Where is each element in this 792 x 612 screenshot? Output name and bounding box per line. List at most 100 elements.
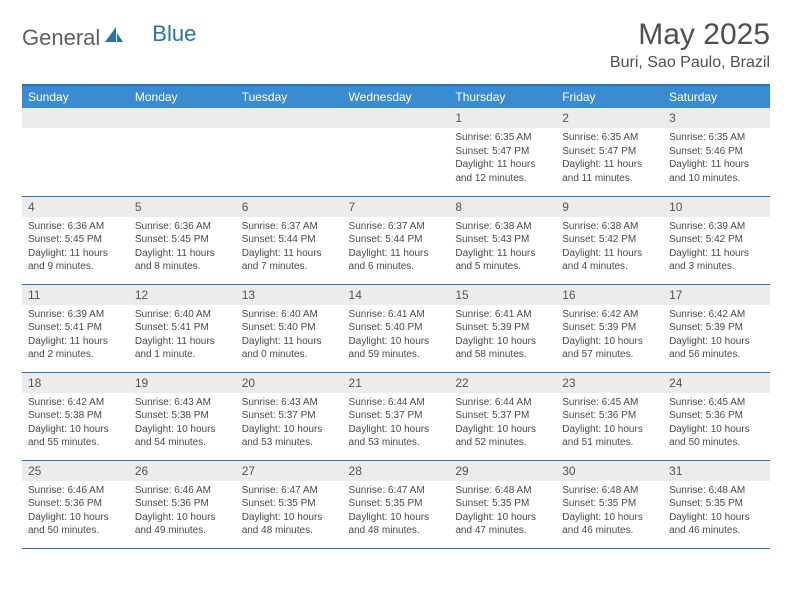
day-details: Sunrise: 6:47 AMSunset: 5:35 PMDaylight:… [343, 481, 450, 542]
day-details: Sunrise: 6:40 AMSunset: 5:41 PMDaylight:… [129, 305, 236, 366]
day-number: 13 [236, 285, 343, 305]
calendar-day-cell: 27Sunrise: 6:47 AMSunset: 5:35 PMDayligh… [236, 460, 343, 548]
calendar-day-cell: 13Sunrise: 6:40 AMSunset: 5:40 PMDayligh… [236, 284, 343, 372]
day-header: Thursday [449, 85, 556, 108]
day-number: 4 [22, 197, 129, 217]
day-number-empty [236, 108, 343, 128]
day-number: 8 [449, 197, 556, 217]
calendar-day-cell: 2Sunrise: 6:35 AMSunset: 5:47 PMDaylight… [556, 108, 663, 196]
brand-name: General [22, 25, 100, 51]
calendar-week-row: 11Sunrise: 6:39 AMSunset: 5:41 PMDayligh… [22, 284, 770, 372]
day-details: Sunrise: 6:42 AMSunset: 5:38 PMDaylight:… [22, 393, 129, 454]
day-number: 25 [22, 461, 129, 481]
day-details: Sunrise: 6:45 AMSunset: 5:36 PMDaylight:… [663, 393, 770, 454]
day-number-empty [129, 108, 236, 128]
day-number: 20 [236, 373, 343, 393]
day-details: Sunrise: 6:46 AMSunset: 5:36 PMDaylight:… [129, 481, 236, 542]
calendar-day-cell: 29Sunrise: 6:48 AMSunset: 5:35 PMDayligh… [449, 460, 556, 548]
calendar-week-row: 25Sunrise: 6:46 AMSunset: 5:36 PMDayligh… [22, 460, 770, 548]
day-details: Sunrise: 6:43 AMSunset: 5:38 PMDaylight:… [129, 393, 236, 454]
day-number: 23 [556, 373, 663, 393]
day-details: Sunrise: 6:44 AMSunset: 5:37 PMDaylight:… [343, 393, 450, 454]
day-number: 6 [236, 197, 343, 217]
day-number: 17 [663, 285, 770, 305]
day-details: Sunrise: 6:47 AMSunset: 5:35 PMDaylight:… [236, 481, 343, 542]
calendar-day-cell: 25Sunrise: 6:46 AMSunset: 5:36 PMDayligh… [22, 460, 129, 548]
day-header: Saturday [663, 85, 770, 108]
calendar-day-cell: 5Sunrise: 6:36 AMSunset: 5:45 PMDaylight… [129, 196, 236, 284]
day-number: 1 [449, 108, 556, 128]
calendar-day-cell [236, 108, 343, 196]
day-number: 9 [556, 197, 663, 217]
day-header-row: SundayMondayTuesdayWednesdayThursdayFrid… [22, 85, 770, 108]
brand-logo: General Blue [22, 24, 196, 51]
calendar-day-cell: 8Sunrise: 6:38 AMSunset: 5:43 PMDaylight… [449, 196, 556, 284]
day-details: Sunrise: 6:41 AMSunset: 5:39 PMDaylight:… [449, 305, 556, 366]
day-details: Sunrise: 6:38 AMSunset: 5:42 PMDaylight:… [556, 217, 663, 278]
day-number: 10 [663, 197, 770, 217]
calendar-week-row: 1Sunrise: 6:35 AMSunset: 5:47 PMDaylight… [22, 108, 770, 196]
day-details: Sunrise: 6:46 AMSunset: 5:36 PMDaylight:… [22, 481, 129, 542]
calendar-day-cell: 12Sunrise: 6:40 AMSunset: 5:41 PMDayligh… [129, 284, 236, 372]
calendar-day-cell: 10Sunrise: 6:39 AMSunset: 5:42 PMDayligh… [663, 196, 770, 284]
calendar-day-cell: 21Sunrise: 6:44 AMSunset: 5:37 PMDayligh… [343, 372, 450, 460]
day-details: Sunrise: 6:48 AMSunset: 5:35 PMDaylight:… [449, 481, 556, 542]
day-number: 26 [129, 461, 236, 481]
calendar-day-cell: 28Sunrise: 6:47 AMSunset: 5:35 PMDayligh… [343, 460, 450, 548]
day-details: Sunrise: 6:35 AMSunset: 5:47 PMDaylight:… [449, 128, 556, 189]
day-number: 14 [343, 285, 450, 305]
month-title: May 2025 [610, 18, 770, 52]
day-number: 18 [22, 373, 129, 393]
calendar-day-cell: 7Sunrise: 6:37 AMSunset: 5:44 PMDaylight… [343, 196, 450, 284]
calendar-day-cell: 22Sunrise: 6:44 AMSunset: 5:37 PMDayligh… [449, 372, 556, 460]
calendar-table: SundayMondayTuesdayWednesdayThursdayFrid… [22, 84, 770, 549]
day-header: Friday [556, 85, 663, 108]
page-header: General Blue May 2025 Buri, Sao Paulo, B… [22, 18, 770, 72]
day-details: Sunrise: 6:38 AMSunset: 5:43 PMDaylight:… [449, 217, 556, 278]
day-details: Sunrise: 6:41 AMSunset: 5:40 PMDaylight:… [343, 305, 450, 366]
day-number: 3 [663, 108, 770, 128]
calendar-day-cell: 26Sunrise: 6:46 AMSunset: 5:36 PMDayligh… [129, 460, 236, 548]
calendar-day-cell: 14Sunrise: 6:41 AMSunset: 5:40 PMDayligh… [343, 284, 450, 372]
calendar-day-cell: 20Sunrise: 6:43 AMSunset: 5:37 PMDayligh… [236, 372, 343, 460]
day-number: 28 [343, 461, 450, 481]
calendar-day-cell [22, 108, 129, 196]
day-number: 22 [449, 373, 556, 393]
calendar-body: 1Sunrise: 6:35 AMSunset: 5:47 PMDaylight… [22, 108, 770, 548]
day-number: 24 [663, 373, 770, 393]
day-number: 11 [22, 285, 129, 305]
day-details: Sunrise: 6:40 AMSunset: 5:40 PMDaylight:… [236, 305, 343, 366]
calendar-day-cell: 1Sunrise: 6:35 AMSunset: 5:47 PMDaylight… [449, 108, 556, 196]
calendar-day-cell: 31Sunrise: 6:48 AMSunset: 5:35 PMDayligh… [663, 460, 770, 548]
sail-icon [102, 24, 124, 51]
day-details: Sunrise: 6:42 AMSunset: 5:39 PMDaylight:… [663, 305, 770, 366]
calendar-day-cell: 17Sunrise: 6:42 AMSunset: 5:39 PMDayligh… [663, 284, 770, 372]
day-number: 2 [556, 108, 663, 128]
calendar-day-cell: 18Sunrise: 6:42 AMSunset: 5:38 PMDayligh… [22, 372, 129, 460]
calendar-day-cell [129, 108, 236, 196]
day-details: Sunrise: 6:44 AMSunset: 5:37 PMDaylight:… [449, 393, 556, 454]
calendar-day-cell: 4Sunrise: 6:36 AMSunset: 5:45 PMDaylight… [22, 196, 129, 284]
day-details: Sunrise: 6:42 AMSunset: 5:39 PMDaylight:… [556, 305, 663, 366]
day-details: Sunrise: 6:48 AMSunset: 5:35 PMDaylight:… [556, 481, 663, 542]
day-details: Sunrise: 6:45 AMSunset: 5:36 PMDaylight:… [556, 393, 663, 454]
day-details: Sunrise: 6:36 AMSunset: 5:45 PMDaylight:… [129, 217, 236, 278]
day-header: Wednesday [343, 85, 450, 108]
day-details: Sunrise: 6:35 AMSunset: 5:47 PMDaylight:… [556, 128, 663, 189]
calendar-day-cell: 23Sunrise: 6:45 AMSunset: 5:36 PMDayligh… [556, 372, 663, 460]
calendar-day-cell: 16Sunrise: 6:42 AMSunset: 5:39 PMDayligh… [556, 284, 663, 372]
day-header: Sunday [22, 85, 129, 108]
calendar-day-cell: 15Sunrise: 6:41 AMSunset: 5:39 PMDayligh… [449, 284, 556, 372]
day-details: Sunrise: 6:36 AMSunset: 5:45 PMDaylight:… [22, 217, 129, 278]
calendar-day-cell: 11Sunrise: 6:39 AMSunset: 5:41 PMDayligh… [22, 284, 129, 372]
day-number: 12 [129, 285, 236, 305]
day-number: 30 [556, 461, 663, 481]
day-number-empty [22, 108, 129, 128]
day-details: Sunrise: 6:37 AMSunset: 5:44 PMDaylight:… [343, 217, 450, 278]
calendar-day-cell: 19Sunrise: 6:43 AMSunset: 5:38 PMDayligh… [129, 372, 236, 460]
day-header: Monday [129, 85, 236, 108]
calendar-day-cell: 6Sunrise: 6:37 AMSunset: 5:44 PMDaylight… [236, 196, 343, 284]
day-number: 16 [556, 285, 663, 305]
day-details: Sunrise: 6:39 AMSunset: 5:41 PMDaylight:… [22, 305, 129, 366]
calendar-week-row: 18Sunrise: 6:42 AMSunset: 5:38 PMDayligh… [22, 372, 770, 460]
